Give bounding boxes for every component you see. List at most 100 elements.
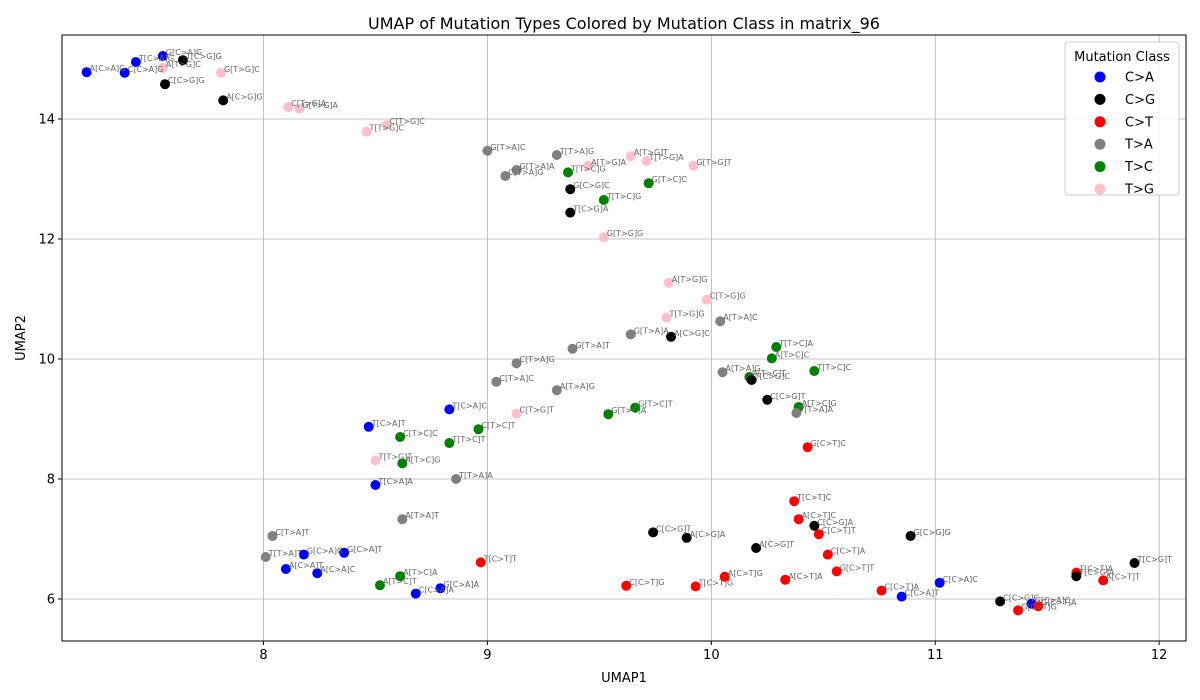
- data-point: [215, 67, 226, 78]
- data-point: [361, 126, 372, 137]
- data-point: [294, 103, 305, 114]
- point-label: T[C>T]C: [796, 493, 831, 502]
- point-label: T[C>G]A: [1078, 568, 1115, 577]
- point-label: G[T>C]A: [611, 406, 647, 415]
- point-label: T[T>A]T: [268, 549, 302, 558]
- data-point: [563, 167, 574, 178]
- data-point: [766, 353, 777, 364]
- point-label: T[T>G]T: [377, 452, 412, 461]
- data-point: [789, 496, 800, 507]
- point-label: T[C>A]T: [371, 419, 406, 428]
- data-point: [663, 277, 674, 288]
- point-label: A[T>C]T: [383, 577, 417, 586]
- data-point: [363, 421, 374, 432]
- legend-label: C>A: [1125, 71, 1154, 86]
- point-label: C[C>T]T: [822, 526, 856, 535]
- legend-label: T>C: [1124, 160, 1153, 175]
- data-point: [491, 376, 502, 387]
- data-point: [260, 552, 271, 562]
- point-label: T[T>G]C: [369, 124, 405, 133]
- data-point: [81, 67, 92, 78]
- x-tick-label: 8: [259, 648, 267, 663]
- point-label: C[T>A]C: [499, 374, 534, 383]
- point-label: C[T>C]C: [403, 429, 438, 438]
- legend-marker: [1094, 93, 1106, 105]
- point-label: G[C>A]A: [443, 580, 479, 589]
- data-point: [822, 549, 833, 560]
- data-point: [802, 442, 813, 453]
- point-label: C[T>A]T: [275, 528, 309, 537]
- data-point: [451, 474, 462, 484]
- data-point: [771, 342, 782, 352]
- point-label: T[C>T]T: [483, 554, 517, 563]
- point-label: A[C>A]T: [289, 561, 323, 570]
- point-label: C[C>G]G: [168, 76, 205, 85]
- point-label: G[C>T]A: [1041, 598, 1077, 607]
- data-point: [583, 160, 594, 171]
- data-point: [475, 557, 486, 568]
- data-point: [715, 316, 726, 327]
- point-label: C[C>G]T: [770, 392, 805, 401]
- point-label: T[C>A]G: [138, 54, 174, 63]
- data-point: [762, 394, 773, 405]
- point-label: T[C>T]G: [698, 578, 734, 587]
- point-label: C[T>G]G: [710, 292, 746, 301]
- data-point: [831, 566, 842, 577]
- point-label: A[T>G]C: [166, 60, 202, 69]
- data-point: [791, 408, 802, 418]
- point-label: T[T>C]C: [816, 363, 851, 372]
- data-point: [603, 409, 614, 420]
- data-point: [511, 165, 522, 175]
- point-label: T[T>A]A: [458, 471, 493, 480]
- legend-marker: [1094, 71, 1106, 83]
- data-point: [780, 574, 791, 585]
- data-point: [565, 207, 576, 218]
- point-label: G[T>G]C: [224, 65, 260, 74]
- data-point: [1013, 605, 1024, 616]
- point-label: A[T>G]G: [672, 275, 708, 284]
- data-point: [395, 432, 406, 442]
- point-label: C[T>C]T: [481, 421, 515, 430]
- data-point: [876, 585, 887, 596]
- data-point: [793, 514, 804, 525]
- data-point: [643, 178, 654, 189]
- data-point: [159, 79, 170, 90]
- chart-title: UMAP of Mutation Types Colored by Mutati…: [368, 14, 880, 34]
- point-label: G[T>C]T: [638, 400, 673, 409]
- data-point: [809, 520, 820, 531]
- point-label: T[T>A]A: [798, 405, 833, 414]
- data-point: [473, 424, 484, 435]
- data-point: [157, 63, 168, 73]
- point-labels: G[C>A]GT[C>A]GA[C>A]G C[C>A]GT[C>G]GC[C>G…: [90, 48, 1172, 611]
- point-label: C[T>A]G: [508, 168, 543, 177]
- point-label: G[T>A]C: [490, 143, 526, 152]
- data-point: [551, 150, 562, 160]
- point-label: C[C>T]G: [629, 578, 664, 587]
- data-point: [511, 408, 522, 419]
- data-point: [444, 438, 455, 448]
- data-point: [435, 583, 446, 594]
- point-label: T[C>A]C: [451, 401, 487, 410]
- data-point: [717, 367, 728, 378]
- x-tick-label: 12: [1151, 648, 1168, 663]
- point-label: T[C>G]C: [754, 372, 791, 381]
- point-label: T[T>C]A: [778, 339, 813, 348]
- point-label: A[T>C]C: [775, 350, 810, 359]
- point-label: G[T>A]A: [520, 162, 556, 171]
- point-label: A[C>G]A: [690, 530, 726, 539]
- point-label: A[C>T]A: [788, 572, 823, 581]
- point-label: C[C>T]A: [831, 547, 866, 556]
- point-label: A[T>C]T: [752, 369, 786, 378]
- point-label: T[C>T]A: [1078, 565, 1113, 574]
- point-label: G[C>T]T: [840, 563, 875, 572]
- legend-marker: [1094, 138, 1106, 150]
- data-point: [1129, 558, 1140, 568]
- point-label: T[T>C]G: [570, 164, 606, 173]
- data-point: [690, 581, 701, 592]
- point-label: G[T>A]A: [634, 326, 670, 335]
- data-point: [177, 55, 188, 66]
- point-label: C[C>A]G: [128, 65, 164, 74]
- data-point: [374, 580, 385, 591]
- data-point: [410, 588, 421, 599]
- data-point: [565, 184, 576, 195]
